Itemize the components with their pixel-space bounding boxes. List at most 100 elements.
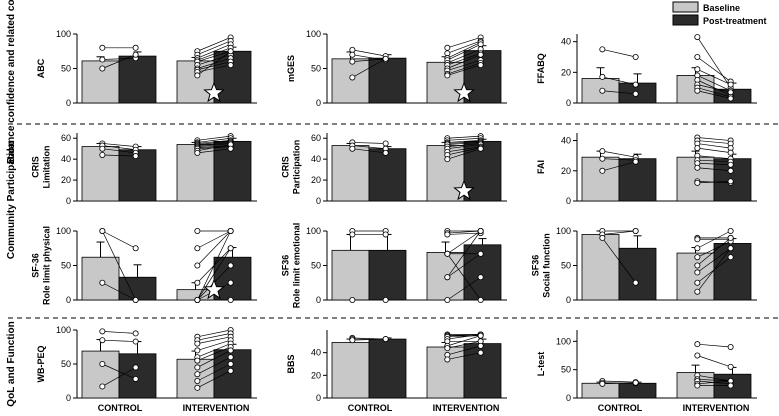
subject-line bbox=[197, 350, 231, 368]
legend-label-post: Post-treatment bbox=[703, 16, 767, 26]
subject-line bbox=[102, 154, 136, 157]
subject-line bbox=[697, 237, 731, 266]
subject-line bbox=[197, 61, 231, 71]
subject-line bbox=[697, 87, 731, 98]
panel-0: 0 50 100 ABC bbox=[36, 29, 257, 108]
subject-point-pre bbox=[349, 296, 356, 303]
subject-line bbox=[697, 137, 731, 141]
y-tick-label: 50 bbox=[61, 261, 71, 271]
subject-point-pre bbox=[694, 179, 701, 186]
subject-line bbox=[697, 343, 731, 348]
subject-point-pre bbox=[599, 73, 606, 80]
subject-line bbox=[447, 141, 481, 144]
subject-line bbox=[102, 54, 136, 69]
y-axis-label: WB-PEQ bbox=[36, 346, 46, 383]
subject-point-pre bbox=[194, 357, 201, 364]
subject-point-post bbox=[382, 55, 389, 62]
y-tick-label: 40 bbox=[311, 154, 321, 164]
y-axis-label: Social function bbox=[542, 233, 552, 298]
subject-point-post bbox=[382, 336, 389, 343]
subject-line bbox=[197, 230, 231, 249]
subject-line bbox=[447, 144, 481, 150]
legend-label-baseline: Baseline bbox=[703, 3, 740, 13]
subject-line bbox=[697, 241, 731, 258]
x-label-intervention-col1: INTERVENTION bbox=[183, 403, 250, 413]
y-tick-label: 60 bbox=[61, 133, 71, 143]
subject-line bbox=[447, 54, 481, 69]
y-tick-label: 40 bbox=[561, 136, 571, 146]
subject-point-pre bbox=[349, 337, 356, 344]
subject-line bbox=[352, 58, 386, 78]
y-axis-label: CRIS bbox=[281, 156, 291, 178]
subject-point-pre bbox=[99, 279, 106, 286]
subject-point-post bbox=[632, 54, 639, 61]
subject-point-post bbox=[727, 178, 734, 185]
significance-star bbox=[453, 179, 475, 201]
subject-point-pre bbox=[194, 347, 201, 354]
subject-line bbox=[197, 370, 231, 389]
subject-line bbox=[447, 253, 481, 278]
subject-point-pre bbox=[99, 145, 106, 152]
subject-line bbox=[447, 52, 481, 66]
subject-point-pre bbox=[694, 341, 701, 348]
y-tick-label: 20 bbox=[311, 370, 321, 380]
subject-point-post bbox=[132, 51, 139, 58]
subject-point-pre bbox=[599, 148, 606, 155]
subject-point-post bbox=[632, 158, 639, 165]
subject-line bbox=[197, 143, 231, 147]
subject-line bbox=[102, 282, 136, 301]
subject-line bbox=[352, 148, 386, 154]
subject-line bbox=[197, 47, 231, 61]
subject-point-pre bbox=[694, 262, 701, 269]
subject-point-pre bbox=[599, 167, 606, 174]
subject-point-pre bbox=[194, 279, 201, 286]
y-axis-label: Limitation bbox=[42, 146, 52, 189]
y-tick-label: 50 bbox=[311, 261, 321, 271]
subject-point-post bbox=[477, 227, 484, 234]
legend-swatch-baseline bbox=[672, 1, 699, 13]
subject-point-post bbox=[227, 62, 234, 69]
y-axis-label: Role limit physical bbox=[42, 226, 52, 305]
subject-point-pre bbox=[99, 56, 106, 63]
subject-point-post bbox=[477, 145, 484, 152]
subject-line bbox=[697, 230, 731, 249]
subject-line bbox=[102, 145, 136, 151]
subject-line bbox=[197, 50, 231, 62]
subject-line bbox=[447, 340, 481, 349]
subject-point-post bbox=[227, 347, 234, 354]
subject-point-pre bbox=[444, 274, 451, 281]
subject-line bbox=[197, 339, 231, 351]
bar-control-post bbox=[118, 276, 157, 301]
y-tick-label: 100 bbox=[56, 29, 71, 39]
bar-control-baseline bbox=[331, 145, 370, 202]
subject-line bbox=[447, 143, 481, 147]
subject-line bbox=[697, 143, 731, 149]
bar-control-post bbox=[618, 247, 657, 301]
subject-point-post bbox=[727, 95, 734, 102]
subject-point-pre bbox=[194, 227, 201, 234]
subject-line bbox=[197, 356, 231, 375]
subject-point-post bbox=[477, 51, 484, 58]
subject-point-pre bbox=[99, 360, 106, 367]
subject-line bbox=[197, 230, 231, 266]
subject-line bbox=[602, 161, 636, 172]
y-axis-label: SF-36 bbox=[31, 253, 41, 278]
subject-line bbox=[447, 48, 481, 64]
subject-point-post bbox=[632, 379, 639, 386]
bar-control-post bbox=[368, 57, 407, 104]
significance-star bbox=[203, 278, 225, 300]
y-axis-label: FAI bbox=[536, 160, 546, 174]
y-tick-label: 0 bbox=[66, 295, 71, 305]
subject-line bbox=[697, 90, 731, 99]
y-tick-label: 100 bbox=[556, 336, 571, 346]
subject-point-pre bbox=[194, 149, 201, 156]
subject-point-pre bbox=[194, 364, 201, 371]
subject-line bbox=[447, 253, 481, 301]
subject-point-post bbox=[227, 245, 234, 252]
subject-line bbox=[102, 367, 136, 387]
bar-intervention-post bbox=[713, 243, 752, 301]
subject-point-pre bbox=[194, 245, 201, 252]
subject-point-pre bbox=[194, 377, 201, 384]
panel-4: 0 20 40 60 CRIS Participation bbox=[281, 133, 507, 206]
